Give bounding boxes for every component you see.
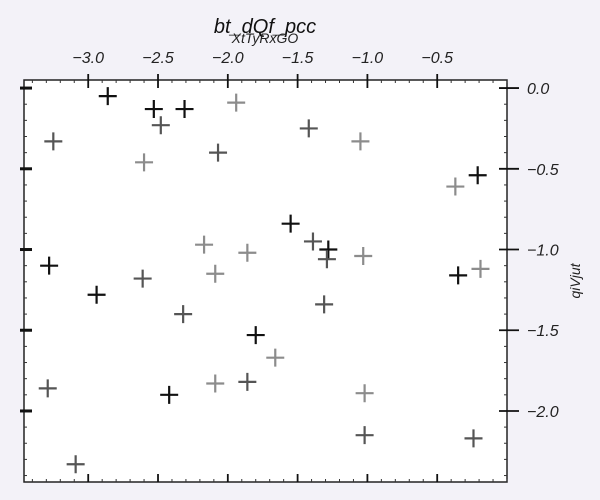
- data-point: [144, 100, 163, 119]
- x-tick-label: −1.5: [282, 50, 314, 67]
- data-point: [355, 426, 374, 445]
- scatter-points: [38, 87, 490, 474]
- data-point: [98, 87, 117, 106]
- y-tick-label: −1.5: [527, 323, 559, 340]
- data-point: [44, 132, 63, 151]
- y-tick-label: −1.0: [527, 243, 559, 260]
- data-point: [238, 243, 257, 262]
- data-point: [206, 374, 225, 393]
- data-point: [351, 132, 370, 151]
- data-point: [195, 235, 214, 254]
- data-point: [160, 385, 179, 404]
- data-point: [281, 214, 300, 233]
- minor-ticks: [24, 80, 508, 482]
- data-point: [246, 326, 265, 345]
- y-tick-label: 0.0: [527, 81, 549, 98]
- data-point: [449, 266, 468, 285]
- x-tick-label: −2.0: [212, 50, 244, 67]
- data-point: [303, 232, 322, 251]
- data-point: [299, 119, 318, 138]
- data-point: [38, 379, 57, 398]
- data-point: [317, 250, 336, 269]
- data-point: [468, 166, 487, 185]
- data-point: [355, 384, 374, 403]
- data-point: [174, 305, 193, 324]
- data-point: [209, 143, 228, 162]
- x-tick-label: −2.5: [142, 50, 174, 67]
- chart-subtitle: XtTyRxGO: [231, 30, 299, 46]
- data-point: [206, 264, 225, 283]
- data-point: [151, 116, 170, 135]
- data-point: [464, 429, 483, 448]
- y-tick-label: −2.0: [527, 404, 559, 421]
- chart-title: bt_dQf_pcc: [214, 16, 316, 38]
- plot-frame: [23, 79, 508, 483]
- data-point: [175, 100, 194, 119]
- data-point: [40, 256, 59, 275]
- data-point: [471, 259, 490, 278]
- data-point: [315, 295, 334, 314]
- data-point: [87, 285, 106, 304]
- data-point: [446, 177, 465, 196]
- data-point: [238, 372, 257, 391]
- data-point: [227, 93, 246, 112]
- data-point: [266, 348, 285, 367]
- data-point: [133, 269, 152, 288]
- data-point: [354, 246, 373, 265]
- data-point: [319, 240, 338, 259]
- x-tick-label: −1.0: [352, 50, 384, 67]
- x-tick-labels: −3.0 −2.5 −2.0 −1.5 −1.0 −0.5: [72, 50, 453, 67]
- y-axis-label: qiVjut: [567, 262, 583, 298]
- plot-area-background: [24, 80, 507, 482]
- data-point: [66, 455, 85, 474]
- major-ticks: [20, 74, 519, 482]
- data-point: [135, 153, 154, 172]
- x-tick-label: −3.0: [72, 50, 104, 67]
- y-tick-label: −0.5: [527, 162, 559, 179]
- y-tick-labels: 0.0 −0.5 −1.0 −1.5 −2.0: [527, 81, 559, 421]
- x-tick-label: −0.5: [421, 50, 453, 67]
